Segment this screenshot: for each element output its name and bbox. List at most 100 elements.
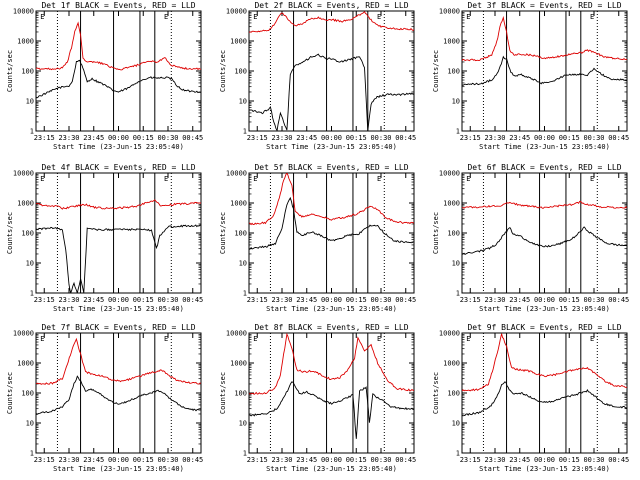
panel-det-5: Det 5f BLACK = Events, RED = LLD E E 1 10 100… [219, 163, 416, 313]
plot-frame [248, 10, 415, 132]
x-tick-label: 00:45 [395, 456, 416, 464]
corner-mark: E [164, 335, 168, 343]
x-tick-label: 00:00 [534, 134, 555, 142]
y-tick-label: 10 [239, 260, 247, 268]
x-axis-label: Start Time (23-Jun-15 23:05:40) [53, 143, 184, 151]
x-tick-label: 23:30 [271, 134, 292, 142]
x-tick-label: 00:15 [559, 134, 580, 142]
x-tick-label: 23:45 [83, 296, 104, 304]
y-tick-label: 100 [447, 390, 460, 398]
y-tick-label: 1000 [230, 360, 247, 368]
panel-title: Det 8f BLACK = Events, RED = LLD [254, 323, 408, 332]
plot-frame [248, 332, 415, 454]
panel-det-6: Det 6f BLACK = Events, RED = LLD E E 1 10 100… [432, 163, 629, 313]
x-tick-label: 23:15 [247, 456, 268, 464]
x-axis-label: Start Time (23-Jun-15 23:05:40) [479, 143, 610, 151]
y-tick-label: 1000 [443, 38, 460, 46]
x-axis-label: Start Time (23-Jun-15 23:05:40) [479, 305, 610, 313]
x-tick-label: 23:30 [484, 134, 505, 142]
x-tick-label: 00:00 [321, 296, 342, 304]
events-series-line [462, 381, 627, 417]
panel-title: Det 6f BLACK = Events, RED = LLD [467, 163, 621, 172]
y-tick-label: 10 [26, 260, 34, 268]
panel-title: Det 2f BLACK = Events, RED = LLD [254, 1, 408, 10]
x-tick-label: 00:45 [608, 296, 629, 304]
y-tick-label: 10 [452, 98, 460, 106]
corner-mark: E [590, 13, 594, 21]
plot-frame [35, 10, 202, 132]
panel-title: Det 1f BLACK = Events, RED = LLD [41, 1, 195, 10]
y-tick-label: 10 [452, 420, 460, 428]
x-tick-label: 00:45 [182, 456, 203, 464]
x-tick-label: 00:45 [608, 456, 629, 464]
x-tick-label: 23:30 [271, 296, 292, 304]
plot-frame [461, 10, 628, 132]
lld-series-line [249, 173, 414, 226]
y-tick-label: 10000 [226, 170, 247, 178]
x-tick-label: 00:15 [133, 296, 154, 304]
y-tick-label: 1 [456, 128, 460, 136]
x-tick-label: 00:00 [321, 456, 342, 464]
corner-mark: E [590, 335, 594, 343]
y-tick-label: 1 [243, 128, 247, 136]
y-tick-label: 100 [234, 390, 247, 398]
x-tick-label: 23:30 [484, 296, 505, 304]
y-tick-label: 100 [21, 68, 34, 76]
x-tick-label: 00:30 [583, 134, 604, 142]
y-tick-label: 10000 [226, 330, 247, 338]
x-tick-label: 23:45 [83, 134, 104, 142]
x-tick-label: 23:30 [58, 296, 79, 304]
lld-series-line [462, 15, 627, 62]
corner-mark: E [40, 13, 44, 21]
x-axis-label: Start Time (23-Jun-15 23:05:40) [266, 465, 397, 473]
x-tick-label: 23:30 [58, 456, 79, 464]
lld-series-line [462, 333, 627, 392]
x-tick-label: 00:15 [346, 134, 367, 142]
x-tick-label: 00:00 [321, 134, 342, 142]
y-tick-label: 10000 [439, 170, 460, 178]
x-tick-label: 23:45 [509, 296, 530, 304]
events-series-line [249, 196, 414, 250]
events-series-line [36, 59, 201, 99]
y-tick-label: 1 [243, 450, 247, 458]
x-axis-label: Start Time (23-Jun-15 23:05:40) [266, 143, 397, 151]
y-tick-label: 1000 [17, 38, 34, 46]
x-tick-label: 00:00 [534, 296, 555, 304]
panel-det-1: Det 1f BLACK = Events, RED = LLD E E 1 10 100… [6, 1, 203, 151]
y-axis-label: Counts/sec [219, 50, 227, 92]
x-tick-label: 23:45 [509, 456, 530, 464]
corner-mark: E [40, 175, 44, 183]
y-tick-label: 1 [456, 450, 460, 458]
x-tick-label: 00:45 [395, 134, 416, 142]
x-tick-label: 23:30 [271, 456, 292, 464]
x-tick-label: 23:15 [34, 134, 55, 142]
y-tick-label: 10 [26, 420, 34, 428]
x-tick-label: 23:45 [296, 134, 317, 142]
y-tick-label: 100 [447, 68, 460, 76]
y-tick-label: 1 [243, 290, 247, 298]
corner-mark: E [590, 175, 594, 183]
x-tick-label: 23:45 [509, 134, 530, 142]
x-axis-label: Start Time (23-Jun-15 23:05:40) [479, 465, 610, 473]
panel-det-4: Det 4f BLACK = Events, RED = LLD E E 1 10 100… [6, 163, 203, 313]
corner-mark: E [377, 175, 381, 183]
y-tick-label: 1 [456, 290, 460, 298]
y-axis-label: Counts/sec [219, 212, 227, 254]
x-tick-label: 23:15 [460, 296, 481, 304]
plot-frame [35, 332, 202, 454]
y-tick-label: 1000 [17, 200, 34, 208]
y-tick-label: 10000 [13, 170, 34, 178]
x-tick-label: 23:15 [34, 456, 55, 464]
x-tick-label: 00:30 [583, 296, 604, 304]
x-tick-label: 23:15 [247, 296, 268, 304]
panel-det-3: Det 3f BLACK = Events, RED = LLD E E 1 10 100… [432, 1, 629, 151]
y-tick-label: 100 [234, 230, 247, 238]
plot-frame [461, 172, 628, 294]
y-axis-label: Counts/sec [6, 212, 14, 254]
y-axis-label: Counts/sec [432, 212, 440, 254]
corner-mark: E [253, 335, 257, 343]
x-tick-label: 00:15 [559, 296, 580, 304]
lld-series-line [462, 200, 627, 209]
x-tick-label: 23:15 [460, 456, 481, 464]
x-tick-label: 23:15 [247, 134, 268, 142]
